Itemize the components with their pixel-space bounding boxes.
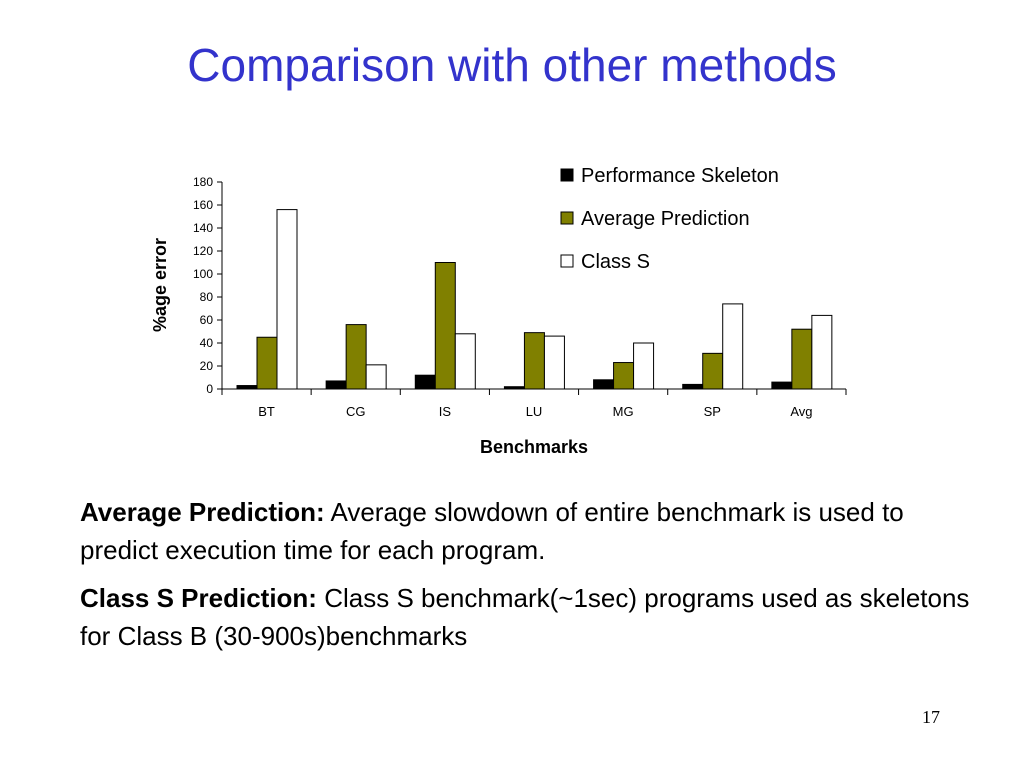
x-tick-label: BT	[258, 404, 275, 419]
bar-bt-average-prediction	[256, 336, 278, 390]
bar-avg-average-prediction	[791, 328, 813, 390]
bar-is-average-prediction	[434, 262, 456, 390]
plot-area: 0 20 40 60 80 100 120 140 160 180 BT CG IS LU MG SP Avg	[193, 175, 847, 419]
legend-swatch	[560, 168, 574, 182]
y-axis-label: %age error	[150, 238, 170, 332]
legend: Performance Skeleton Average Prediction Cl…	[560, 165, 779, 273]
legend-label: Average Prediction	[581, 208, 750, 230]
y-tick-label: 20	[200, 359, 214, 373]
y-tick-label: 60	[200, 313, 214, 327]
y-tick-label: 140	[193, 221, 213, 235]
bar-avg-class-s	[811, 314, 833, 390]
page-number: 17	[922, 707, 940, 727]
bar-mg-average-prediction	[613, 362, 635, 390]
note-average-prediction: Average Prediction: Average slowdown of …	[80, 493, 980, 569]
bar-cg-class-s	[365, 364, 387, 390]
bar-sp-average-prediction	[702, 352, 724, 390]
bar-lu-average-prediction	[523, 332, 545, 390]
x-tick-label: CG	[346, 404, 366, 419]
slide-title: Comparison with other methods	[187, 39, 837, 91]
y-tick-label: 180	[193, 175, 213, 189]
bar-lu-performance-skeleton	[503, 386, 525, 390]
bar-avg-performance-skeleton	[771, 381, 793, 390]
x-tick-label: SP	[704, 404, 721, 419]
bar-lu-class-s	[543, 335, 565, 390]
note-class-s-prediction: Class S Prediction: Class S benchmark(~1…	[80, 579, 980, 655]
y-tick-label: 100	[193, 267, 213, 281]
legend-label: Class S	[581, 251, 650, 273]
bar-is-class-s	[454, 333, 476, 390]
legend-swatch	[560, 211, 574, 225]
note-text: Average slowdown of entire benchmark is …	[80, 497, 904, 565]
legend-label: Performance Skeleton	[581, 165, 779, 187]
x-tick-label: IS	[439, 404, 452, 419]
bar-bt-class-s	[276, 209, 298, 390]
bar-bt-performance-skeleton	[236, 385, 258, 390]
x-tick-label: Avg	[790, 404, 812, 419]
y-tick-label: 0	[206, 382, 213, 396]
bar-mg-class-s	[633, 342, 655, 390]
note-label: Class S Prediction:	[80, 583, 317, 613]
y-tick-label: 80	[200, 290, 214, 304]
y-tick-label: 160	[193, 198, 213, 212]
bar-is-performance-skeleton	[414, 374, 436, 390]
bar-mg-performance-skeleton	[593, 379, 615, 390]
note-text: Class S benchmark(~1sec) programs used a…	[80, 583, 970, 651]
x-tick-label: MG	[613, 404, 634, 419]
bar-sp-class-s	[722, 303, 744, 390]
x-tick-label: LU	[526, 404, 543, 419]
note-label: Average Prediction:	[80, 497, 325, 527]
x-axis-label: Benchmarks	[480, 437, 588, 457]
y-tick-label: 40	[200, 336, 214, 350]
bar-sp-performance-skeleton	[682, 383, 704, 390]
bar-cg-average-prediction	[345, 324, 367, 390]
notes: Average Prediction: Average slowdown of …	[80, 493, 980, 665]
y-tick-label: 120	[193, 244, 213, 258]
legend-swatch	[560, 254, 574, 268]
bar-cg-performance-skeleton	[325, 380, 347, 390]
